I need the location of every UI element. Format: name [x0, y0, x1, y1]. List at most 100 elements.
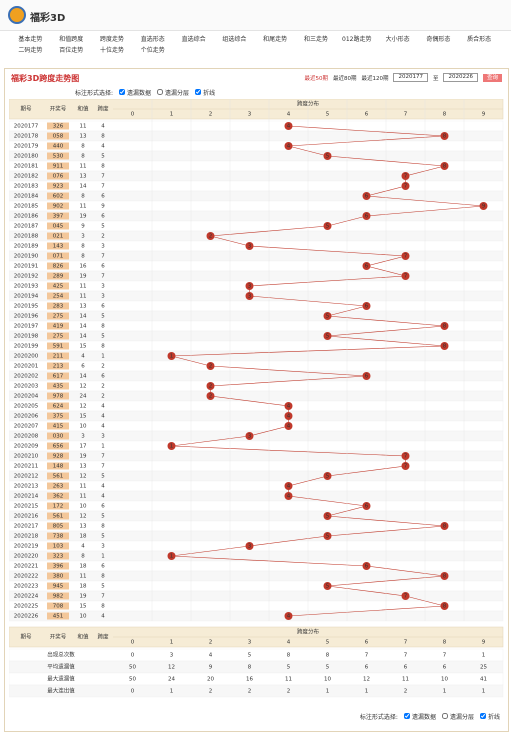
span: 4 [101, 124, 105, 130]
draw-bg [47, 382, 69, 390]
column-header: 跨度 [97, 633, 109, 641]
nav-link[interactable]: 二码走势 [18, 47, 43, 54]
nav-link[interactable]: 直选形态 [140, 36, 165, 43]
sum: 11 [80, 484, 87, 490]
issue: 2020190 [14, 254, 39, 260]
nav-link[interactable]: 百位走势 [59, 47, 84, 54]
nav-link[interactable]: 组选综合 [222, 36, 247, 43]
span: 6 [101, 194, 105, 200]
nav-link[interactable]: 十位走势 [99, 47, 124, 54]
span-ball-label: 2 [209, 234, 213, 240]
sum: 8 [81, 254, 85, 260]
span-ball-label: 3 [248, 294, 252, 300]
range-bar: 最近50期 最近80期 最近120期 2020177 至 2020226 查询 [304, 73, 502, 82]
top-bar: 福彩3D [0, 0, 511, 31]
span-ball [206, 232, 215, 240]
stat-value: 1 [482, 653, 486, 659]
draw-bg [47, 412, 69, 420]
column-header: 期号 [20, 106, 32, 113]
issue: 2020204 [14, 394, 39, 400]
span: 1 [101, 554, 105, 560]
option[interactable]: 遗漏数据 [119, 88, 151, 97]
draw-bg [47, 132, 69, 140]
span: 1 [101, 444, 105, 450]
query-button[interactable]: 查询 [482, 73, 502, 82]
checkbox[interactable] [479, 713, 486, 719]
span: 4 [101, 484, 105, 490]
issue: 2020224 [14, 594, 39, 600]
option[interactable]: 折线 [195, 88, 215, 97]
sum: 8 [81, 244, 85, 250]
stat-value: 5 [287, 665, 291, 671]
nav-link[interactable]: 跨度走势 [99, 36, 124, 43]
span-ball [362, 212, 371, 220]
sum: 10 [80, 424, 87, 430]
grid-header: 3 [248, 640, 252, 646]
nav-link[interactable]: 和值跨度 [59, 36, 84, 43]
checkbox[interactable] [441, 713, 448, 719]
nav-link[interactable]: 质合形态 [467, 36, 492, 43]
nav-link[interactable]: 奇偶形态 [426, 36, 451, 43]
nav-link[interactable]: 和三走势 [303, 36, 328, 43]
from-input[interactable]: 2020177 [393, 73, 428, 82]
span-ball [245, 432, 254, 440]
draw: 326 [53, 124, 64, 130]
grid-header: 2 [209, 112, 213, 118]
nav-link[interactable]: 012路走势 [342, 36, 372, 43]
span-ball [245, 282, 254, 290]
draw: 451 [53, 614, 64, 620]
option[interactable]: 遗漏数据 [403, 712, 436, 721]
draw-bg [47, 442, 69, 450]
issue: 2020197 [14, 324, 39, 330]
checkbox[interactable] [157, 89, 164, 95]
option-text: 折线 [203, 90, 216, 97]
option[interactable]: 折线 [479, 712, 500, 721]
span: 6 [101, 374, 105, 380]
issue: 2020199 [14, 344, 39, 350]
range[interactable]: 最近120期 [361, 75, 389, 82]
panel-title: 福彩3D跨度走势图 [11, 74, 80, 83]
range[interactable]: 最近50期 [304, 75, 328, 82]
nav-link[interactable]: 个位走势 [140, 47, 165, 54]
sum: 13 [80, 304, 87, 310]
grid-header: 1 [170, 640, 174, 646]
span-ball-label: 6 [365, 374, 369, 380]
span: 4 [101, 424, 105, 430]
range[interactable]: 最近80期 [332, 75, 357, 82]
draw-bg [47, 172, 69, 180]
nav-link[interactable]: 基本走势 [18, 36, 43, 43]
checkbox[interactable] [403, 713, 410, 719]
grid-header: 6 [365, 112, 369, 118]
stat-bg [9, 660, 504, 674]
stat-value: 8 [326, 653, 330, 659]
option[interactable]: 遗漏分层 [441, 712, 474, 721]
issue: 2020182 [14, 174, 39, 180]
span-ball [206, 382, 215, 390]
stat-value: 8 [248, 665, 252, 671]
option[interactable]: 遗漏分层 [157, 88, 189, 97]
sum: 13 [80, 524, 87, 530]
sum: 3 [81, 234, 85, 240]
span-ball [284, 142, 293, 150]
span: 4 [101, 614, 105, 620]
nav-link[interactable]: 直选综合 [181, 36, 206, 43]
checkbox[interactable] [119, 89, 126, 95]
issue: 2020226 [14, 614, 39, 620]
span: 4 [101, 494, 105, 500]
draw-bg [47, 222, 69, 230]
issue: 2020205 [14, 404, 39, 410]
span: 5 [101, 334, 105, 340]
nav-link[interactable]: 大小形态 [385, 36, 410, 43]
span-ball-label: 4 [287, 614, 291, 620]
to-input[interactable]: 2020226 [443, 73, 478, 82]
span-ball-label: 5 [326, 314, 330, 320]
grid-header: 8 [443, 640, 447, 646]
span: 7 [101, 184, 105, 190]
checkbox[interactable] [195, 89, 202, 95]
stat-value: 20 [207, 677, 214, 683]
span-ball-label: 5 [326, 154, 330, 160]
draw-bg [47, 282, 69, 290]
nav-link[interactable]: 和尾走势 [263, 36, 288, 43]
issue: 2020177 [14, 124, 39, 130]
draw: 561 [53, 474, 64, 480]
